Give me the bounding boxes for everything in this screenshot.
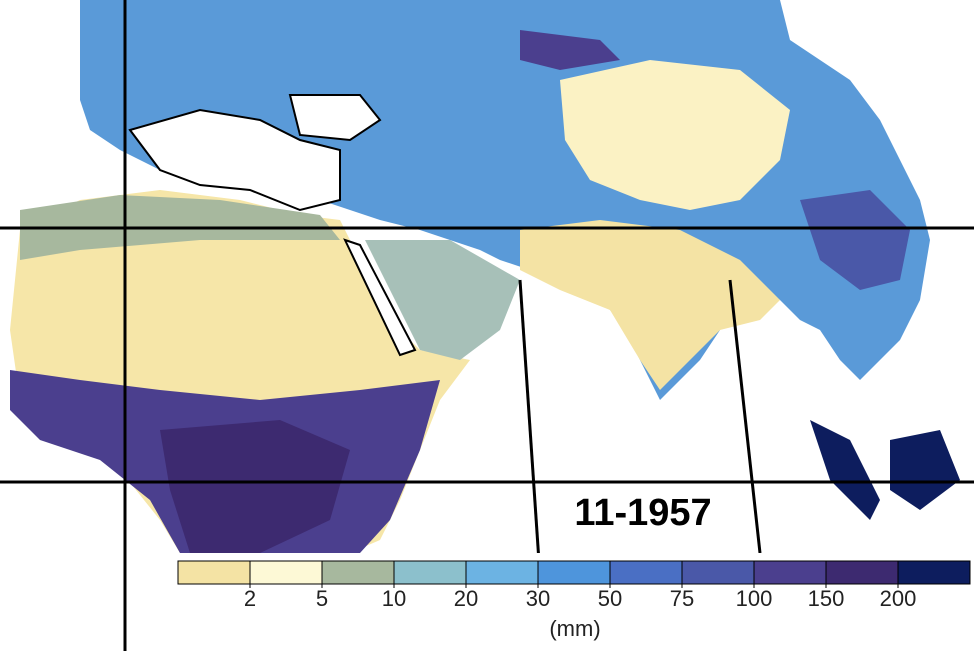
island <box>890 430 960 510</box>
colorbar-tick-label: 100 <box>736 586 773 611</box>
colorbar-swatch <box>537 560 611 585</box>
colorbar: 2 5 10 20 30 50 75 100 150 200 <box>177 560 971 611</box>
colorbar-tick-label: 5 <box>316 586 328 611</box>
colorbar-tick-label: 75 <box>670 586 694 611</box>
colorbar-swatch <box>393 560 467 585</box>
colorbar-tick-label: 150 <box>808 586 845 611</box>
colorbar-swatch <box>177 560 251 585</box>
colorbar-unit: (mm) <box>549 616 600 641</box>
dry-region <box>560 60 790 210</box>
colorbar-tick-label: 2 <box>244 586 256 611</box>
colorbar-tick-label: 20 <box>454 586 478 611</box>
wet-region <box>160 420 350 553</box>
india-dry <box>520 220 780 390</box>
colorbar-tick-label: 10 <box>382 586 406 611</box>
wet-region <box>520 30 620 70</box>
colorbar-tick-label: 30 <box>526 586 550 611</box>
colorbar-swatch <box>681 560 755 585</box>
colorbar-swatch <box>465 560 539 585</box>
sea <box>343 238 417 357</box>
colorbar-swatch <box>753 560 827 585</box>
date-label: 11-1957 <box>574 492 711 534</box>
wet-region <box>800 190 910 290</box>
grid-line <box>728 279 762 554</box>
colorbar-swatch <box>897 560 971 585</box>
colorbar-swatch <box>825 560 899 585</box>
sea <box>288 94 382 142</box>
arabia <box>365 240 520 360</box>
sea <box>128 108 341 212</box>
colorbar-tick-label: 50 <box>598 586 622 611</box>
colorbar-tick-label: 200 <box>880 586 917 611</box>
colorbar-swatch <box>321 560 395 585</box>
island <box>810 420 880 520</box>
colorbar-swatch <box>249 560 323 585</box>
colorbar-swatch <box>609 560 683 585</box>
